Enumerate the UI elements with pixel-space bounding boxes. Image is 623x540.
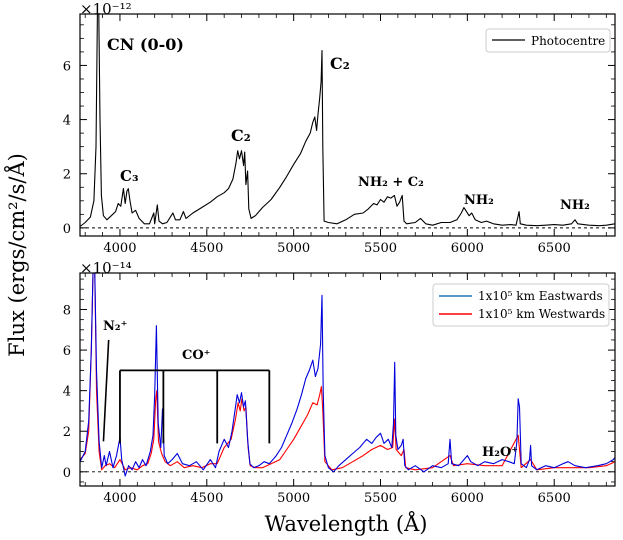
bottom-xtick-label: 4000 bbox=[103, 491, 136, 506]
top-xtick-label: 5000 bbox=[277, 241, 310, 256]
bottom-series-eastwards bbox=[79, 272, 616, 477]
annotation-co-plus: CO⁺ bbox=[182, 348, 211, 363]
bottom-panel: 4000 4500 5000 5500 6000 6500 0 2 4 6 8 ×10⁻¹⁴ N₂⁺… bbox=[63, 259, 616, 506]
bottom-ytick-label: 8 bbox=[63, 304, 71, 319]
annotation-n2-plus: N₂⁺ bbox=[103, 319, 127, 334]
top-xtick-label: 6000 bbox=[451, 241, 484, 256]
legend-westwards-label: 1x10⁵ km Westwards bbox=[478, 307, 605, 321]
co-plus-band-markers bbox=[102, 339, 271, 444]
top-scale-label: ×10⁻¹² bbox=[80, 0, 132, 18]
n2-plus-marker bbox=[102, 339, 110, 442]
bottom-axis-ticks bbox=[80, 273, 615, 486]
bottom-xtick-label: 4500 bbox=[190, 491, 223, 506]
bottom-ytick-label: 0 bbox=[63, 466, 71, 481]
bottom-scale-label: ×10⁻¹⁴ bbox=[80, 259, 132, 277]
x-axis-label: Wavelength (Å) bbox=[265, 511, 428, 536]
top-ytick-label: 4 bbox=[63, 114, 71, 129]
y-axis-label: Flux (ergs/cm²/s/Å) bbox=[4, 153, 29, 357]
annotation-c2-swan2: C₂ bbox=[330, 54, 350, 73]
top-legend: Photocentre bbox=[485, 28, 611, 53]
annotation-c3: C₃ bbox=[120, 167, 139, 185]
top-legend-box bbox=[485, 28, 611, 53]
top-xtick-label: 5500 bbox=[364, 241, 397, 256]
legend-eastwards-label: 1x10⁵ km Eastwards bbox=[478, 289, 603, 303]
bottom-tick-labels: 4000 4500 5000 5500 6000 6500 0 2 4 6 8 bbox=[63, 304, 571, 506]
top-xtick-label: 4500 bbox=[190, 241, 223, 256]
annotation-c2-swan1: C₂ bbox=[231, 126, 251, 145]
top-series-photocentre bbox=[79, 13, 616, 227]
top-xtick-label: 4000 bbox=[103, 241, 136, 256]
bottom-ytick-label: 2 bbox=[63, 425, 71, 440]
annotation-nh2-2: NH₂ bbox=[560, 198, 590, 213]
annotation-cn: CN (0-0) bbox=[107, 35, 184, 54]
bottom-legend: 1x10⁵ km Eastwards 1x10⁵ km Westwards bbox=[432, 283, 610, 327]
bottom-xtick-label: 5500 bbox=[364, 491, 397, 506]
annotation-nh2-1: NH₂ bbox=[464, 193, 494, 208]
legend-photocentre-label: Photocentre bbox=[531, 34, 605, 48]
top-xtick-label: 6500 bbox=[538, 241, 571, 256]
bottom-series-group bbox=[79, 272, 616, 477]
annotation-h2o-plus: H₂O⁺ bbox=[482, 445, 518, 460]
bottom-ytick-label: 4 bbox=[63, 385, 71, 400]
bottom-xtick-label: 5000 bbox=[277, 491, 310, 506]
top-axis-ticks bbox=[80, 14, 615, 236]
top-tick-labels: 4000 4500 5000 5500 6000 6500 0 2 4 6 bbox=[63, 59, 571, 256]
bottom-xtick-label: 6000 bbox=[451, 491, 484, 506]
bottom-legend-box bbox=[432, 283, 610, 327]
top-ytick-label: 2 bbox=[63, 168, 71, 183]
bottom-ytick-label: 6 bbox=[63, 344, 71, 359]
top-ytick-label: 0 bbox=[63, 222, 71, 237]
top-series-group bbox=[79, 13, 616, 227]
annotation-nh2-c2: NH₂ + C₂ bbox=[358, 175, 424, 190]
top-plot-frame bbox=[79, 13, 616, 237]
top-panel: 4000 4500 5000 5500 6000 6500 0 2 4 6 ×10⁻¹² CN (… bbox=[63, 0, 616, 256]
bottom-xtick-label: 6500 bbox=[538, 491, 571, 506]
bottom-plot-frame bbox=[79, 272, 616, 487]
top-ytick-label: 6 bbox=[63, 59, 71, 74]
